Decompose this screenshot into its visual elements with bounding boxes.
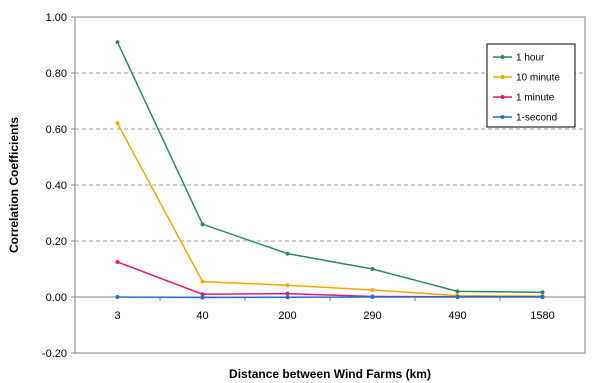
series-1-hour: [115, 40, 545, 295]
series-line: [117, 296, 543, 299]
y-tick-label: 0.00: [46, 292, 67, 304]
data-point: [455, 295, 460, 299]
legend: 1 hour 10 minute 1 minute 1-second: [486, 43, 576, 128]
y-tick-label: -0.20: [42, 348, 67, 360]
y-axis-title: Correlation Coefficients: [7, 117, 21, 253]
x-tick-label: 490: [448, 310, 466, 322]
data-point: [370, 267, 375, 271]
legend-marker: [500, 95, 505, 99]
y-tick-label: 0.60: [46, 124, 67, 136]
data-point: [370, 295, 375, 299]
y-tick-label: 0.40: [46, 180, 67, 192]
data-point: [200, 295, 205, 300]
legend-label: 1-second: [516, 113, 557, 124]
data-point: [115, 295, 120, 299]
data-point: [285, 291, 290, 296]
legend-marker: [500, 115, 505, 119]
data-point: [285, 295, 290, 300]
x-tick-label: 40: [196, 310, 208, 322]
data-point: [115, 40, 120, 45]
legend-marker: [500, 55, 505, 59]
data-point: [200, 279, 205, 284]
series-line: [116, 41, 543, 293]
data-point: [455, 289, 460, 294]
data-point: [115, 121, 120, 126]
series-line: [116, 123, 543, 297]
y-tick-label: 0.80: [46, 68, 67, 80]
y-tick-label: 1.00: [46, 12, 67, 24]
x-axis-title: Distance between Wind Farms (km): [229, 367, 431, 381]
legend-label: 10 minute: [516, 73, 560, 84]
legend-label: 1 minute: [516, 93, 555, 104]
data-point: [285, 283, 290, 288]
legend-label: 1 hour: [516, 53, 545, 64]
y-tick-label: 0.20: [46, 236, 67, 248]
data-point: [200, 292, 205, 297]
series-lines: [115, 40, 545, 300]
x-tick-labels: 3 40 200 290 490 1580: [74, 297, 586, 322]
data-point: [200, 222, 205, 227]
legend-marker: [500, 75, 505, 79]
data-point: [115, 260, 120, 264]
x-tick-label: 290: [363, 310, 381, 322]
series-1-second: [115, 295, 545, 300]
y-tick-labels: -0.20 0.00 0.20 0.40 0.60 0.80 1.00: [42, 12, 75, 360]
data-point: [540, 295, 545, 299]
x-tick-label: 1580: [530, 310, 554, 322]
x-tick-label: 3: [114, 310, 120, 322]
data-point: [285, 251, 290, 256]
x-tick-label: 200: [278, 310, 296, 322]
data-point: [370, 288, 375, 292]
gridlines: [75, 72, 585, 242]
data-point: [540, 290, 545, 295]
